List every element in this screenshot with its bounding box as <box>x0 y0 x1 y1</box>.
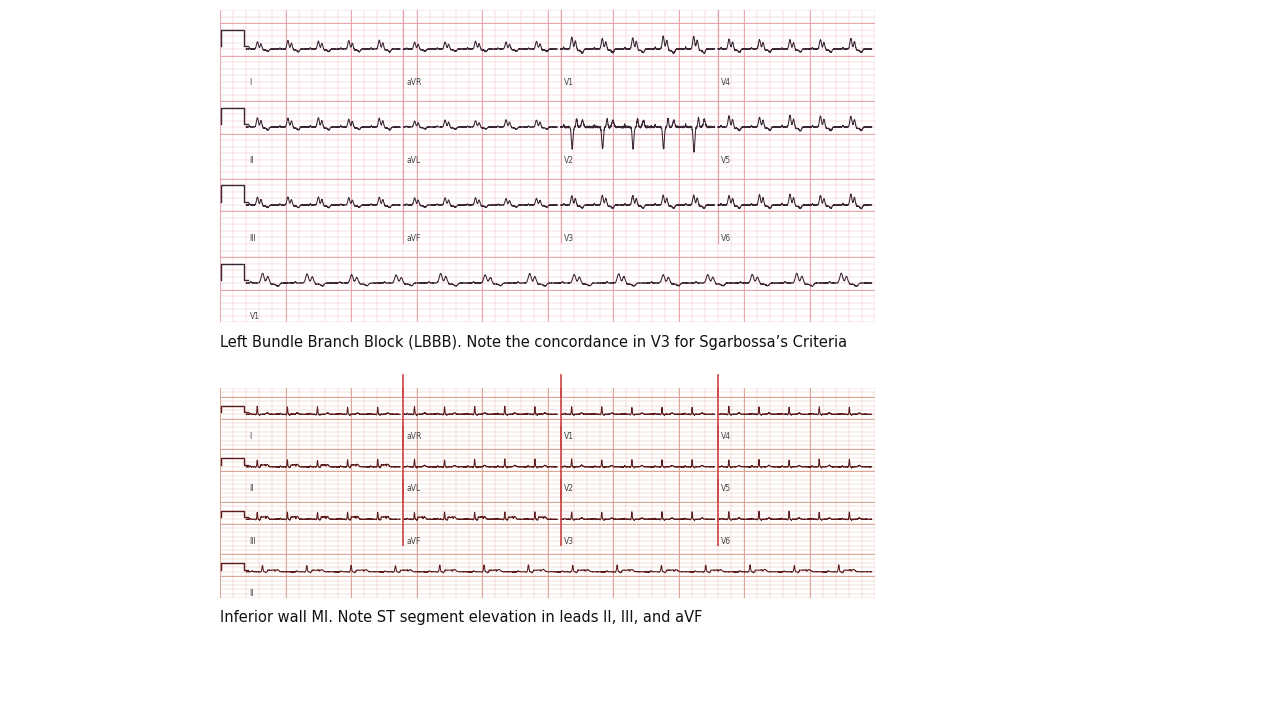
Text: Left Bundle Branch Block (LBBB). Note the concordance in V3 for Sgarbossa’s Crit: Left Bundle Branch Block (LBBB). Note th… <box>220 335 847 350</box>
Text: V2: V2 <box>564 156 573 166</box>
Text: V1: V1 <box>564 432 573 441</box>
Text: aVL: aVL <box>407 156 421 166</box>
Text: V3: V3 <box>564 235 573 243</box>
Text: III: III <box>250 536 256 546</box>
Text: V3: V3 <box>564 536 573 546</box>
Text: II: II <box>250 589 253 598</box>
Text: V4: V4 <box>721 432 731 441</box>
Text: aVL: aVL <box>407 485 421 493</box>
Text: aVR: aVR <box>407 78 422 87</box>
Text: aVF: aVF <box>407 536 421 546</box>
Text: I: I <box>250 432 252 441</box>
Text: aVF: aVF <box>407 235 421 243</box>
Text: V5: V5 <box>721 156 731 166</box>
Text: I: I <box>250 78 252 87</box>
Text: V6: V6 <box>721 235 731 243</box>
Text: V5: V5 <box>721 485 731 493</box>
Text: V1: V1 <box>564 78 573 87</box>
Text: Inferior wall MI. Note ST segment elevation in leads II, III, and aVF: Inferior wall MI. Note ST segment elevat… <box>220 610 703 625</box>
Text: aVR: aVR <box>407 432 422 441</box>
Text: V6: V6 <box>721 536 731 546</box>
Text: V2: V2 <box>564 485 573 493</box>
Text: V4: V4 <box>721 78 731 87</box>
Text: V1: V1 <box>250 312 260 321</box>
Text: II: II <box>250 485 253 493</box>
Text: II: II <box>250 156 253 166</box>
Text: III: III <box>250 235 256 243</box>
